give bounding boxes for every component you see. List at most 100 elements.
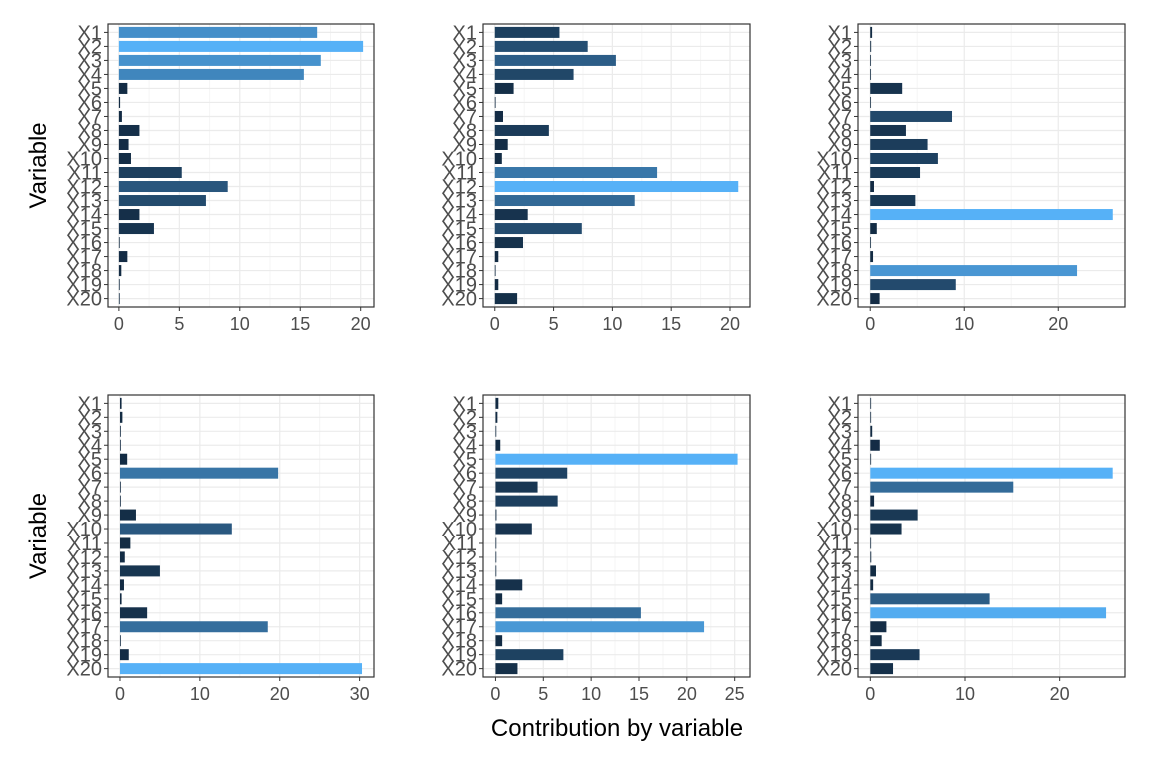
y-tick-label: X20: [816, 289, 852, 311]
y-tick-label: X20: [816, 659, 852, 681]
bar-x13: [495, 565, 497, 577]
bar-x14: [119, 579, 124, 591]
y-tick-label: X3: [828, 50, 852, 72]
y-tick-label: X15: [66, 219, 102, 241]
y-tick-label: X15: [66, 589, 102, 611]
bar-x19: [870, 279, 956, 291]
bar-x12: [870, 551, 872, 563]
panel-5: 0 5 10 15 20 25 X1X2X3X4X5X6X7X8X9X10X11X12X13…: [441, 393, 751, 704]
bar-x13: [118, 195, 206, 207]
bar-x6: [118, 96, 121, 108]
y-tick-label: X17: [66, 617, 102, 639]
bar-x20: [118, 293, 120, 305]
bar-x17: [870, 251, 874, 263]
bar-x17: [494, 251, 499, 263]
y-tick-label: X16: [816, 233, 852, 255]
bar-x15: [870, 223, 877, 235]
bar-x17: [118, 251, 128, 263]
bar-x3: [118, 54, 321, 66]
x-tick-label: 15: [629, 684, 649, 704]
bar-x2: [495, 411, 498, 423]
y-tick-label: X5: [828, 449, 852, 471]
bar-x17: [870, 621, 887, 633]
bar-x11: [118, 167, 182, 179]
panel-1: 0 5 10 15 20X1X2X3X4X5X6X7X8X9X10X11X12X13X1…: [25, 22, 375, 334]
y-tick-label: X9: [78, 505, 102, 527]
y-tick-label: X18: [66, 631, 102, 653]
bar-x12: [118, 181, 228, 193]
y-tick-label: X5: [78, 449, 102, 471]
x-tick-label: 0: [865, 314, 875, 334]
bar-x16: [495, 607, 641, 619]
bar-x4: [870, 439, 880, 451]
y-tick-label: X3: [453, 421, 477, 443]
bar-x5: [494, 82, 514, 94]
y-tick-label: X20: [441, 289, 477, 311]
bar-x10: [495, 523, 532, 535]
y-tick-label: X10: [441, 519, 477, 541]
panel-background: [858, 24, 1125, 307]
bar-x5: [119, 453, 128, 465]
bar-x14: [118, 209, 140, 221]
bar-x11: [495, 537, 497, 549]
y-tick-label: X7: [453, 477, 477, 499]
bar-x17: [495, 621, 705, 633]
bar-x19: [119, 649, 129, 661]
y-tick-label: X4: [78, 435, 102, 457]
panel-6: 0 10 20X1X2X3X4X5X6X7X8X9X10X11X12X13X14X1…: [816, 393, 1126, 704]
bar-x4: [495, 439, 501, 451]
y-tick-label: X3: [453, 50, 477, 72]
bar-x12: [119, 551, 125, 563]
y-tick-label: X20: [66, 289, 102, 311]
bar-x16: [494, 237, 523, 249]
y-tick-label: X9: [453, 134, 477, 156]
y-tick-label: X11: [443, 163, 477, 185]
y-tick-label: X4: [78, 64, 102, 86]
bar-x10: [119, 523, 232, 535]
y-tick-label: X9: [828, 505, 852, 527]
y-tick-label: X1: [78, 22, 102, 44]
bar-x14: [870, 209, 1113, 221]
x-axis-title: Contribution by variable: [491, 715, 743, 742]
bar-x6: [870, 467, 1113, 479]
panel-3: 0 10 20X1X2X3X4X5X6X7X8X9X10X11X12X13X14X1…: [816, 22, 1126, 334]
bar-x13: [870, 195, 916, 207]
bar-x4: [870, 68, 872, 80]
x-tick-label: 15: [290, 314, 310, 334]
y-tick-label: X10: [66, 519, 102, 541]
y-tick-label: X2: [453, 36, 477, 58]
y-tick-label: X20: [441, 659, 477, 681]
panel-border: [482, 394, 751, 678]
y-tick-label: X2: [828, 407, 852, 429]
y-tick-label: X12: [816, 547, 852, 569]
y-tick-label: X6: [453, 92, 477, 114]
bar-x10: [118, 152, 131, 164]
y-tick-label: X15: [816, 219, 852, 241]
bar-x1: [495, 397, 499, 409]
y-tick-label: X2: [828, 36, 852, 58]
bar-x15: [494, 223, 582, 235]
bar-x6: [494, 96, 496, 108]
x-tick-label: 0: [865, 684, 875, 704]
y-tick-label: X15: [441, 589, 477, 611]
bar-x15: [870, 593, 990, 605]
bar-x16: [119, 607, 148, 619]
y-tick-label: X11: [443, 533, 477, 555]
bar-x1: [870, 397, 872, 409]
bar-x10: [494, 152, 502, 164]
panel-border: [482, 23, 751, 308]
bar-x19: [118, 279, 120, 291]
y-tick-label: X13: [441, 561, 477, 583]
y-tick-label: X7: [453, 106, 477, 128]
bar-x20: [870, 663, 894, 675]
y-axis-title: Variable: [25, 493, 52, 579]
y-tick-label: X8: [828, 491, 852, 513]
y-tick-label: X16: [441, 603, 477, 625]
bar-x2: [119, 411, 123, 423]
panel-background: [858, 395, 1125, 677]
y-tick-label: X11: [68, 163, 102, 185]
y-tick-label: X19: [441, 645, 477, 667]
bar-x7: [870, 481, 1014, 493]
bar-x9: [870, 509, 918, 521]
bar-x9: [870, 138, 928, 150]
